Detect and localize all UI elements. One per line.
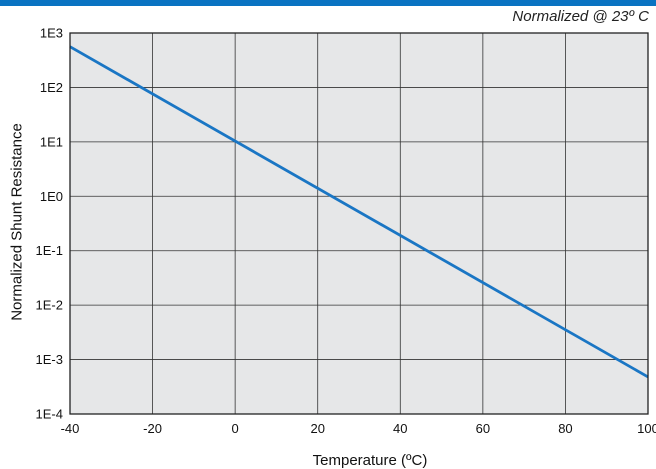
x-axis-label: Temperature (ºC) bbox=[312, 452, 428, 469]
grid bbox=[70, 33, 648, 414]
series-group bbox=[69, 45, 649, 379]
x-tick-label: 80 bbox=[558, 421, 572, 436]
plot-border bbox=[69, 32, 649, 415]
normalization-note: Normalized @ 23º C bbox=[512, 8, 649, 25]
series-line bbox=[69, 45, 649, 379]
x-tick-label: 20 bbox=[310, 421, 324, 436]
x-tick-label: 100 bbox=[637, 421, 656, 436]
y-tick-label: 1E-4 bbox=[36, 407, 63, 422]
tick-labels: -40 -20 0 20 40 60 80 100 1E3 1E2 1E1 1E0 1E-1 1E-2 1E… bbox=[36, 26, 656, 437]
x-tick-label: -40 bbox=[61, 421, 80, 436]
y-tick-label: 1E-3 bbox=[36, 352, 63, 367]
y-tick-label: 1E-1 bbox=[36, 243, 63, 258]
x-tick-label: 40 bbox=[393, 421, 407, 436]
x-tick-label: -20 bbox=[143, 421, 162, 436]
y-tick-label: 1E0 bbox=[40, 189, 63, 204]
y-tick-label: 1E1 bbox=[40, 134, 63, 149]
header-bar bbox=[0, 0, 656, 6]
plot-area bbox=[70, 33, 648, 414]
y-tick-label: 1E-2 bbox=[36, 298, 63, 313]
x-tick-label: 60 bbox=[476, 421, 490, 436]
x-tick-label: 0 bbox=[232, 421, 239, 436]
y-tick-label: 1E2 bbox=[40, 80, 63, 95]
y-tick-label: 1E3 bbox=[40, 26, 63, 41]
